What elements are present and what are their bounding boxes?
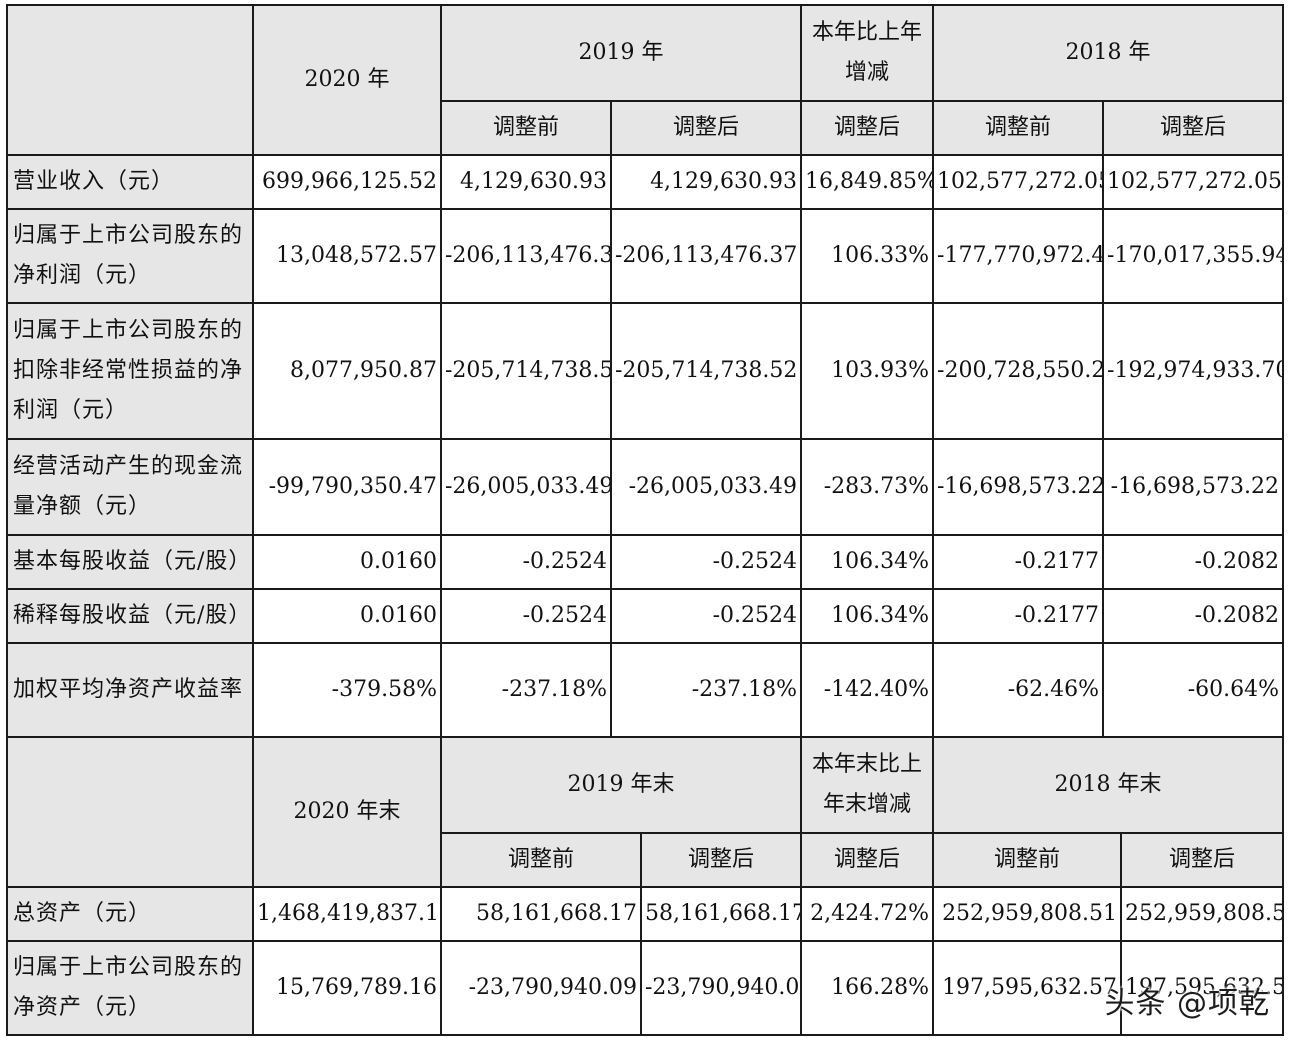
row-label: 加权平均净资产收益率 [6,642,254,738]
table-row: 归属于上市公司股东的净资产（元） 15,769,789.16 -23,790,9… [6,940,1285,1036]
subheader-2019-after: 调整后 [609,100,803,156]
row-label: 总资产（元） [6,886,254,942]
value-2018-before: -16,698,573.22 [932,438,1105,536]
value-2020: 15,769,789.16 [252,940,442,1036]
row-label: 经营活动产生的现金流量净额（元） [6,438,254,536]
value-2019-before: 58,161,668.17 [440,886,642,942]
value-2020: -99,790,350.47 [252,438,442,536]
subheader-2018-after: 调整后 [1120,832,1285,888]
value-2019-after: -23,790,940.09 [639,940,803,1036]
subheader-2019-before: 调整前 [440,832,642,888]
table-row: 加权平均净资产收益率 -379.58% -237.18% -237.18% -1… [6,642,1285,738]
subheader-2018-before: 调整前 [932,832,1123,888]
value-2019-after: -205,714,738.52 [609,302,803,440]
value-2018-after: -170,017,355.94 [1102,208,1285,304]
header-yoy-change: 本年比上年增减 [800,4,935,102]
header-2018-end: 2018 年末 [932,736,1285,834]
row-label: 归属于上市公司股东的扣除非经常性损益的净利润（元） [6,302,254,440]
value-2018-before: -200,728,550.20 [932,302,1105,440]
value-change: 106.34% [800,588,935,644]
row-label: 归属于上市公司股东的净资产（元） [6,940,254,1036]
value-change: -283.73% [800,438,935,536]
value-2019-before: -26,005,033.49 [440,438,612,536]
value-2019-after: -26,005,033.49 [609,438,803,536]
value-2018-after: -192,974,933.70 [1102,302,1285,440]
subheader-2018-before: 调整前 [932,100,1105,156]
year-end-balance-table: 2020 年末 2019 年末 本年末比上年末增减 2018 年末 调整前 调整… [6,736,1285,1036]
row-label: 稀释每股收益（元/股） [6,588,254,644]
subheader-2019-before: 调整前 [440,100,612,156]
corner-header-cell [6,736,254,888]
value-2018-before: -0.2177 [932,588,1105,644]
header-2020-end: 2020 年末 [252,736,442,888]
subheader-2018-after: 调整后 [1102,100,1285,156]
table-row: 归属于上市公司股东的扣除非经常性损益的净利润（元） 8,077,950.87 -… [6,302,1285,440]
value-2018-after: -16,698,573.22 [1102,438,1285,536]
header-2018: 2018 年 [932,4,1285,102]
value-change: 2,424.72% [800,886,935,942]
value-2018-after: 102,577,272.05 [1102,154,1285,210]
row-label: 归属于上市公司股东的净利润（元） [6,208,254,304]
header-2019: 2019 年 [439,4,803,102]
value-2020: 1,468,419,837.16 [252,886,442,942]
value-2018-after: -60.64% [1102,642,1285,738]
value-2020: 699,966,125.52 [252,154,442,210]
value-2019-after: -206,113,476.37 [609,208,803,304]
corner-header-cell [6,4,254,156]
value-2020: 8,077,950.87 [252,302,442,440]
value-change: 103.93% [800,302,935,440]
value-2018-before: -177,770,972.44 [932,208,1105,304]
value-2019-after: -0.2524 [609,534,803,590]
value-2019-after: -237.18% [609,642,803,738]
value-2019-before: -0.2524 [440,588,612,644]
header-2019-end: 2019 年末 [439,736,803,834]
value-2018-after: 252,959,808.51 [1120,886,1285,942]
value-change: 166.28% [800,940,935,1036]
value-change: -142.40% [800,642,935,738]
value-2020: 0.0160 [252,588,442,644]
value-2018-after: -0.2082 [1102,588,1285,644]
header-2020: 2020 年 [252,4,442,156]
value-change: 16,849.85% [800,154,935,210]
value-change: 106.34% [800,534,935,590]
value-2019-before: -206,113,476.37 [440,208,612,304]
value-2020: -379.58% [252,642,442,738]
watermark: 头条 @项乾 [1104,986,1270,1021]
table-row: 稀释每股收益（元/股） 0.0160 -0.2524 -0.2524 106.3… [6,588,1285,644]
subheader-change-after: 调整后 [800,832,935,888]
value-2018-before: -0.2177 [932,534,1105,590]
value-2019-before: -205,714,738.52 [440,302,612,440]
value-2020: 13,048,572.57 [252,208,442,304]
value-2018-before: 102,577,272.05 [932,154,1105,210]
value-2019-before: 4,129,630.93 [440,154,612,210]
value-2018-before: -62.46% [932,642,1105,738]
value-2018-after: 197,595,632.57 [1120,940,1285,1036]
value-2018-after: -0.2082 [1102,534,1285,590]
table-row: 基本每股收益（元/股） 0.0160 -0.2524 -0.2524 106.3… [6,534,1285,590]
header-year-end-change: 本年末比上年末增减 [800,736,935,834]
table-row: 经营活动产生的现金流量净额（元） -99,790,350.47 -26,005,… [6,438,1285,536]
table-row: 营业收入（元） 699,966,125.52 4,129,630.93 4,12… [6,154,1285,210]
value-2018-before: 197,595,632.57 [932,940,1123,1036]
row-label: 基本每股收益（元/股） [6,534,254,590]
value-2019-after: 58,161,668.17 [639,886,803,942]
value-change: 106.33% [800,208,935,304]
table-row: 总资产（元） 1,468,419,837.16 58,161,668.17 58… [6,886,1285,942]
value-2019-before: -23,790,940.09 [440,940,642,1036]
value-2019-before: -237.18% [440,642,612,738]
value-2019-after: -0.2524 [609,588,803,644]
subheader-2019-after: 调整后 [639,832,803,888]
value-2019-after: 4,129,630.93 [609,154,803,210]
row-label: 营业收入（元） [6,154,254,210]
table-row: 归属于上市公司股东的净利润（元） 13,048,572.57 -206,113,… [6,208,1285,304]
annual-financial-indicators-table: 2020 年 2019 年 本年比上年增减 2018 年 调整前 调整后 调整后… [6,4,1285,738]
value-2019-before: -0.2524 [440,534,612,590]
value-2018-before: 252,959,808.51 [932,886,1123,942]
subheader-change-after: 调整后 [800,100,935,156]
value-2020: 0.0160 [252,534,442,590]
